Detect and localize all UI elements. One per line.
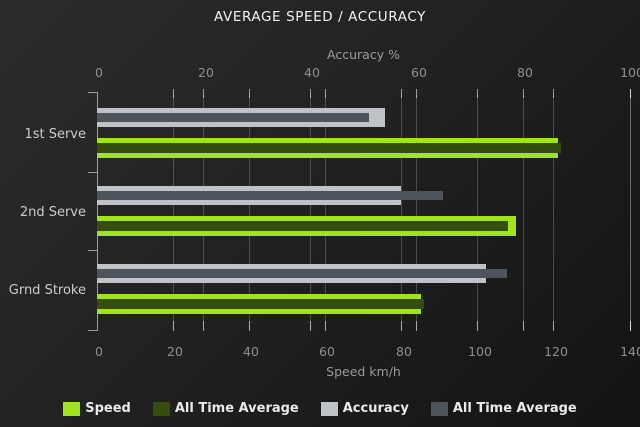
gridline-speed-20	[173, 95, 174, 330]
gridline-speed-60	[325, 95, 326, 330]
bottom-tick-label-80: 80	[396, 344, 412, 359]
tick-top-speed-40	[249, 89, 250, 98]
category-tick-0	[88, 92, 97, 93]
bottom-tick-label-100: 100	[468, 344, 492, 359]
category-axis-line	[97, 92, 98, 331]
tick-top-speed-100	[477, 89, 478, 98]
bottom-tick-label-40: 40	[243, 344, 259, 359]
gridline-speed-80	[401, 95, 402, 330]
top-tick-label-40: 40	[304, 65, 320, 80]
tick-top-accuracy-40	[310, 89, 311, 98]
legend-label-accuracy-2: Accuracy	[342, 401, 409, 416]
tick-bottom-accuracy-80	[523, 321, 524, 331]
bar-2nd-serve-all-time-average-accuracy[interactable]	[97, 191, 443, 200]
legend: Speed All Time Average Accuracy All Time Av…	[0, 398, 640, 420]
gridline-speed-40	[249, 95, 250, 330]
legend-swatch-accuracy-2	[320, 402, 338, 416]
gridline-accuracy-100	[630, 95, 631, 330]
category-label-1st-serve: 1st Serve	[24, 127, 86, 142]
gridline-speed-100	[477, 95, 478, 330]
category-label-grnd-stroke: Grnd Stroke	[8, 283, 86, 298]
bar-grnd-stroke-all-time-average-accuracy[interactable]	[97, 269, 507, 278]
bar-1st-serve-all-time-average-speed[interactable]	[97, 143, 561, 153]
chart-title: AVERAGE SPEED / ACCURACY	[214, 9, 426, 25]
legend-swatch-all-time-average-3	[430, 402, 448, 416]
tick-bottom-speed-140	[630, 321, 631, 331]
tick-bottom-speed-100	[477, 321, 478, 331]
bottom-tick-label-120: 120	[544, 344, 568, 359]
gridline-speed-140	[630, 95, 631, 330]
bottom-tick-label-20: 20	[167, 344, 183, 359]
gridline-accuracy-40	[310, 95, 311, 330]
category-tick-2	[88, 250, 97, 251]
top-tick-label-20: 20	[198, 65, 214, 80]
gridline-accuracy-60	[416, 95, 417, 330]
gridline-speed-120	[553, 95, 554, 330]
tick-top-speed-80	[401, 89, 402, 98]
bottom-tick-label-140: 140	[620, 344, 640, 359]
bar-grnd-stroke-all-time-average-speed[interactable]	[97, 299, 424, 309]
category-tick-3	[88, 330, 97, 331]
top-axis-title: Accuracy %	[327, 47, 400, 62]
tick-top-speed-20	[173, 89, 174, 98]
tick-top-speed-120	[553, 89, 554, 98]
tick-bottom-accuracy-40	[310, 321, 311, 331]
bottom-tick-label-60: 60	[319, 344, 335, 359]
category-label-2nd-serve: 2nd Serve	[19, 205, 86, 220]
bottom-tick-label-0: 0	[95, 344, 103, 359]
top-tick-label-80: 80	[517, 65, 533, 80]
tick-top-accuracy-60	[416, 89, 417, 98]
legend-item-all-time-average-1[interactable]: All Time Average	[152, 401, 299, 417]
top-tick-label-0: 0	[95, 65, 103, 80]
tick-bottom-speed-40	[249, 321, 250, 331]
tick-top-accuracy-20	[203, 89, 204, 98]
bar-1st-serve-all-time-average-accuracy[interactable]	[97, 113, 369, 122]
legend-label-speed-0: Speed	[85, 401, 131, 416]
top-tick-label-100: 100	[620, 65, 640, 80]
bottom-axis-title: Speed km/h	[326, 364, 401, 379]
top-tick-label-60: 60	[411, 65, 427, 80]
tick-bottom-speed-80	[401, 321, 402, 331]
gridline-accuracy-20	[203, 95, 204, 330]
tick-top-speed-140	[630, 89, 631, 98]
bar-2nd-serve-all-time-average-speed[interactable]	[97, 221, 508, 231]
tick-bottom-speed-20	[173, 321, 174, 331]
tick-bottom-speed-60	[325, 321, 326, 331]
category-tick-1	[88, 172, 97, 173]
tick-bottom-accuracy-60	[416, 321, 417, 331]
tick-top-speed-60	[325, 89, 326, 98]
legend-swatch-all-time-average-1	[152, 402, 170, 416]
tick-bottom-speed-120	[553, 321, 554, 331]
legend-label-all-time-average-1: All Time Average	[174, 401, 299, 416]
tick-bottom-accuracy-20	[203, 321, 204, 331]
tick-top-accuracy-80	[523, 89, 524, 98]
legend-swatch-speed-0	[63, 402, 81, 416]
legend-item-speed-0[interactable]: Speed	[63, 401, 131, 417]
legend-label-all-time-average-3: All Time Average	[452, 401, 577, 416]
legend-item-all-time-average-3[interactable]: All Time Average	[430, 401, 577, 417]
gridline-accuracy-80	[523, 95, 524, 330]
legend-item-accuracy-2[interactable]: Accuracy	[320, 401, 409, 417]
